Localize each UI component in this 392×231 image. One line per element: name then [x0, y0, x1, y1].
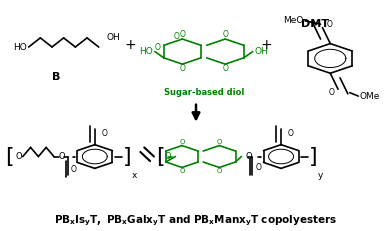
Text: ]: ]	[123, 146, 131, 167]
Text: O: O	[71, 164, 76, 173]
Text: O: O	[222, 64, 228, 73]
Text: O: O	[155, 43, 161, 52]
Text: OH: OH	[254, 47, 268, 56]
Text: HO: HO	[13, 43, 27, 52]
Text: [: [	[5, 146, 14, 167]
Text: y: y	[318, 171, 323, 180]
Text: O: O	[15, 152, 22, 161]
Text: O: O	[180, 30, 185, 40]
Text: O: O	[58, 152, 65, 161]
Text: O: O	[179, 168, 185, 174]
Text: O: O	[179, 139, 185, 145]
Text: [: [	[156, 146, 165, 167]
Text: O: O	[217, 139, 222, 145]
Text: Sugar-based diol: Sugar-based diol	[163, 88, 244, 97]
Text: DMT: DMT	[301, 19, 329, 29]
Text: +: +	[260, 38, 272, 52]
Text: O: O	[256, 163, 261, 172]
Text: O: O	[174, 32, 180, 41]
Text: MeO: MeO	[283, 16, 303, 25]
Text: O: O	[288, 129, 294, 138]
Text: OH: OH	[107, 33, 120, 43]
Text: O: O	[328, 88, 334, 97]
Text: O: O	[245, 152, 252, 161]
Text: OMe: OMe	[359, 91, 380, 100]
Text: x: x	[131, 171, 137, 180]
Text: $\mathbf{PB_xIs_yT, \ PB_xGalx_yT \ and \ PB_xManx_yT \ copolyesters}$: $\mathbf{PB_xIs_yT, \ PB_xGalx_yT \ and …	[54, 213, 338, 228]
Text: O: O	[222, 30, 228, 40]
Text: O: O	[217, 168, 222, 174]
Text: O: O	[180, 64, 185, 73]
Text: +: +	[124, 38, 136, 52]
Text: O: O	[102, 129, 108, 138]
Text: ]: ]	[309, 146, 318, 167]
Text: HO: HO	[140, 47, 153, 56]
Text: B: B	[52, 72, 60, 82]
Text: O: O	[165, 152, 171, 161]
Text: O: O	[327, 20, 332, 29]
